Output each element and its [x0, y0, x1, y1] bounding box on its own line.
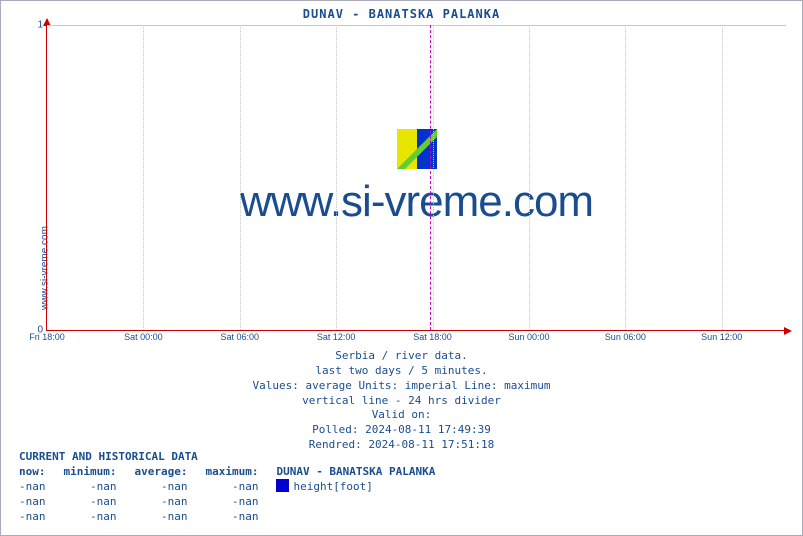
- x-tick-label: Sat 00:00: [124, 332, 163, 342]
- data-table-heading: CURRENT AND HISTORICAL DATA: [19, 450, 453, 465]
- x-tick-label: Sun 00:00: [508, 332, 549, 342]
- table-row: -nan -nan -nan -nan height[foot]: [19, 479, 453, 495]
- x-tick-label: Sun 06:00: [605, 332, 646, 342]
- gridline-v: [143, 25, 144, 330]
- x-tick-label: Sun 12:00: [701, 332, 742, 342]
- x-tick-label: Fri 18:00: [29, 332, 65, 342]
- x-tick-label: Sat 12:00: [317, 332, 356, 342]
- gridline-v: [336, 25, 337, 330]
- col-max: maximum:: [205, 465, 276, 480]
- series-header: DUNAV - BANATSKA PALANKA: [276, 465, 453, 480]
- x-tick-label: Sat 18:00: [413, 332, 452, 342]
- meta-divider: vertical line - 24 hrs divider: [1, 394, 802, 409]
- data-table-block: CURRENT AND HISTORICAL DATA now: minimum…: [19, 450, 453, 525]
- gridline-v: [240, 25, 241, 330]
- plot-area: www.si-vreme.com 01Fri 18:00Sat 00:00Sat…: [46, 25, 786, 331]
- divider-24h: [430, 25, 431, 330]
- legend-swatch-icon: [276, 479, 289, 492]
- meta-polled: Polled: 2024-08-11 17:49:39: [1, 423, 802, 438]
- meta-valid: Valid on:: [1, 408, 802, 423]
- x-axis-arrow-icon: [784, 327, 792, 335]
- gridline-v: [625, 25, 626, 330]
- col-now: now:: [19, 465, 64, 480]
- x-tick-label: Sat 06:00: [221, 332, 260, 342]
- table-row: -nan -nan -nan -nan: [19, 495, 453, 510]
- meta-source: Serbia / river data.: [1, 349, 802, 364]
- y-tick-label: 1: [37, 20, 43, 31]
- chart-title: DUNAV - BANATSKA PALANKA: [1, 7, 802, 21]
- gridline-v: [722, 25, 723, 330]
- series-legend: height[foot]: [276, 479, 453, 495]
- chart-metadata: Serbia / river data. last two days / 5 m…: [1, 349, 802, 453]
- meta-values: Values: average Units: imperial Line: ma…: [1, 379, 802, 394]
- table-header-row: now: minimum: average: maximum: DUNAV - …: [19, 465, 453, 480]
- chart-container: www.si-vreme.com DUNAV - BANATSKA PALANK…: [0, 0, 803, 536]
- table-row: -nan -nan -nan -nan: [19, 510, 453, 525]
- watermark-text: www.si-vreme.com: [240, 177, 593, 227]
- data-table: now: minimum: average: maximum: DUNAV - …: [19, 465, 453, 525]
- col-min: minimum:: [64, 465, 135, 480]
- gridline-v: [433, 25, 434, 330]
- gridline-h: [47, 25, 786, 26]
- col-avg: average:: [134, 465, 205, 480]
- meta-range: last two days / 5 minutes.: [1, 364, 802, 379]
- gridline-v: [529, 25, 530, 330]
